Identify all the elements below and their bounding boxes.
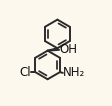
Text: NH₂: NH₂ <box>63 66 85 79</box>
Text: Cl: Cl <box>19 66 31 79</box>
Text: OH: OH <box>60 43 78 56</box>
